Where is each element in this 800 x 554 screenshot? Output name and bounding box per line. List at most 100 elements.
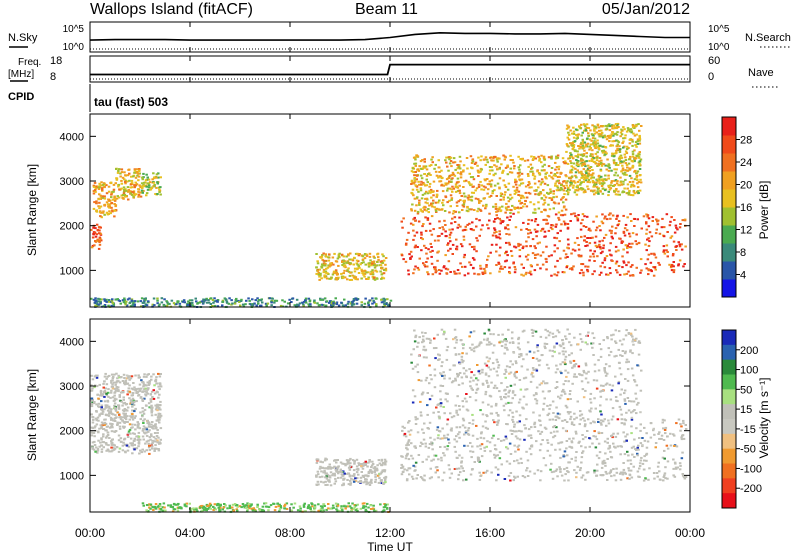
data-cell — [552, 426, 555, 429]
data-cell — [98, 243, 102, 246]
data-cell — [570, 171, 573, 174]
data-cell — [557, 211, 561, 214]
data-cell — [504, 166, 508, 169]
data-cell — [604, 150, 607, 153]
data-cell — [351, 274, 354, 277]
data-cell — [503, 266, 507, 269]
data-cell — [500, 398, 503, 401]
data-cell — [587, 172, 590, 175]
data-cell — [116, 423, 119, 425]
data-cell — [374, 297, 377, 300]
data-cell — [130, 193, 134, 196]
data-cell — [500, 163, 503, 166]
data-cell — [580, 445, 583, 448]
data-cell — [373, 301, 376, 304]
data-cell — [556, 232, 559, 235]
data-cell — [137, 172, 140, 175]
data-cell — [135, 435, 138, 438]
data-cell — [583, 129, 586, 132]
data-cell — [410, 170, 414, 173]
data-cell — [148, 181, 152, 184]
data-cell — [545, 245, 548, 248]
data-cell — [525, 228, 528, 230]
data-cell — [533, 177, 536, 180]
data-cell — [566, 223, 570, 225]
data-cell — [580, 254, 583, 257]
data-cell — [491, 192, 494, 195]
data-cell — [629, 274, 632, 277]
data-cell — [574, 174, 577, 177]
data-cell — [585, 160, 588, 163]
data-cell — [323, 471, 327, 474]
data-cell — [625, 358, 629, 361]
data-cell — [133, 416, 136, 419]
data-cell — [562, 201, 565, 204]
data-cell — [553, 201, 556, 204]
data-cell — [239, 300, 243, 302]
data-cell — [563, 162, 566, 165]
data-cell — [448, 468, 451, 471]
data-cell — [224, 298, 228, 301]
data-cell — [459, 225, 462, 228]
data-cell — [198, 301, 201, 304]
data-cell — [371, 262, 374, 265]
data-cell — [520, 206, 523, 209]
data-cell — [413, 465, 417, 468]
data-cell — [580, 188, 583, 191]
data-cell — [624, 334, 628, 337]
data-cell — [506, 254, 509, 257]
data-cell — [334, 477, 337, 480]
data-cell — [507, 241, 511, 244]
data-cell — [605, 178, 608, 181]
data-cell — [507, 200, 511, 203]
data-cell — [582, 225, 586, 228]
data-cell — [656, 475, 659, 478]
data-cell — [517, 190, 521, 193]
data-cell — [509, 429, 512, 432]
data-cell — [545, 219, 548, 222]
data-cell — [519, 243, 522, 246]
data-cell — [495, 231, 498, 233]
data-cell — [158, 412, 162, 415]
data-cell — [321, 264, 324, 267]
data-cell — [449, 247, 452, 250]
data-cell — [623, 422, 626, 425]
data-cell — [98, 182, 101, 185]
data-cell — [230, 299, 233, 302]
data-cell — [631, 144, 634, 147]
data-cell — [497, 262, 501, 265]
data-cell — [653, 253, 656, 256]
data-cell — [658, 232, 662, 235]
data-cell — [499, 192, 503, 195]
data-cell — [678, 245, 682, 248]
data-cell — [625, 439, 628, 442]
data-cell — [522, 245, 525, 248]
data-cell — [614, 179, 618, 182]
data-cell — [672, 433, 675, 436]
data-cell — [230, 303, 233, 306]
data-cell — [634, 144, 637, 147]
data-cell — [149, 438, 152, 441]
data-cell — [115, 197, 119, 200]
data-cell — [610, 435, 613, 437]
data-cell — [611, 407, 615, 410]
data-cell — [520, 273, 523, 276]
data-cell — [534, 220, 537, 223]
data-cell — [370, 478, 373, 481]
data-cell — [131, 397, 135, 400]
data-cell — [131, 442, 134, 445]
data-cell — [576, 184, 579, 187]
data-cell — [145, 194, 148, 197]
data-cell — [95, 418, 99, 421]
data-cell — [614, 232, 617, 235]
data-cell — [101, 410, 105, 413]
data-cell — [101, 211, 105, 214]
data-cell — [481, 273, 485, 275]
data-cell — [140, 379, 143, 382]
data-cell — [637, 448, 640, 451]
data-cell — [483, 449, 487, 452]
data-cell — [634, 328, 637, 331]
data-cell — [598, 157, 602, 159]
data-cell — [327, 467, 330, 470]
data-cell — [154, 440, 157, 443]
